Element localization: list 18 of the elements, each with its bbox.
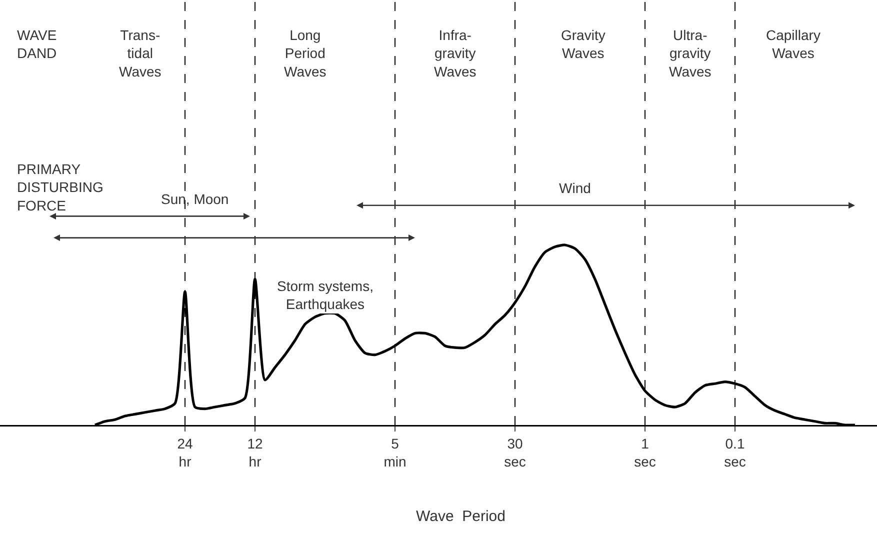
text: Wind (559, 180, 591, 196)
text: Long Period Waves (284, 27, 326, 80)
text: Capillary Waves (766, 27, 820, 62)
x-tick-label: 12 hr (247, 435, 263, 470)
text: Trans- tidal Waves (119, 27, 162, 80)
x-axis-title: Wave Period (416, 508, 506, 525)
annotation: Storm systems, Earthquakes (277, 278, 374, 312)
text: Gravity Waves (561, 27, 606, 62)
x-tick-label: 24 hr (177, 435, 193, 470)
x-tick-label: 0.1 sec (724, 435, 746, 470)
text: Infra- gravity Waves (434, 27, 476, 80)
text: Sun, Moon (161, 191, 229, 207)
text: PRIMARY DISTURBING FORCE (17, 161, 104, 214)
x-tick-label: 30 sec (504, 435, 526, 470)
text: Ultra- gravity Waves (669, 27, 712, 80)
x-tick-label: 1 sec (634, 435, 656, 470)
x-tick-label: 5 min (384, 435, 406, 470)
text: WAVE DAND (17, 27, 57, 62)
